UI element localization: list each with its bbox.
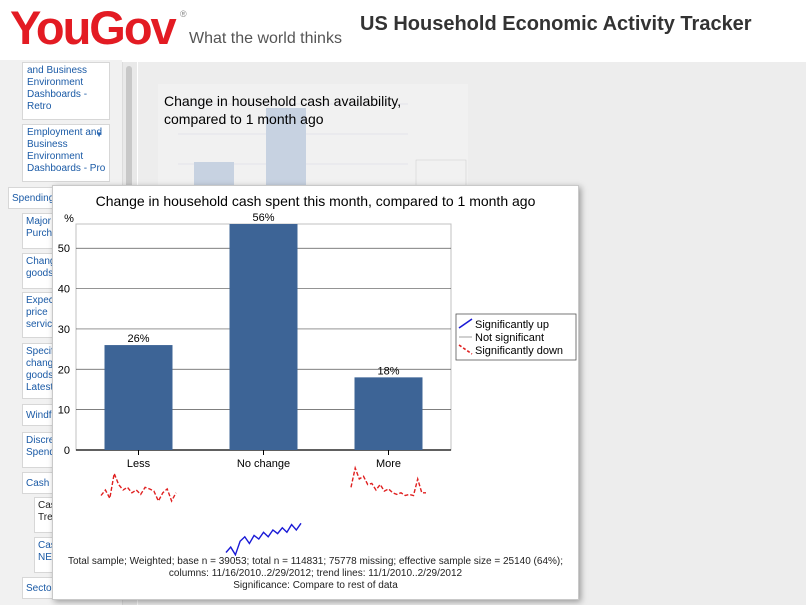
sidebar-item-label: Major Purch (26, 216, 53, 239)
y-axis-label: % (64, 213, 74, 225)
chart-title: Change in household cash spent this mont… (95, 193, 536, 209)
x-tick-label: More (376, 458, 401, 470)
legend-swatch (458, 344, 473, 355)
bar-value-label: 18% (377, 365, 399, 377)
chevron-down-icon[interactable]: ▼ (95, 130, 103, 139)
bar-no-change (229, 224, 298, 450)
y-tick-label: 10 (58, 405, 70, 417)
y-tick-label: 0 (64, 445, 70, 457)
sidebar-item-label: and Business Environment Dashboards - Re… (27, 65, 88, 112)
y-tick-label: 40 (58, 284, 70, 296)
y-tick-label: 20 (58, 364, 70, 376)
registered-mark: ® (180, 9, 187, 19)
footnote-line: Total sample; Weighted; base n = 39053; … (67, 556, 564, 567)
bar-chart: 0 10 20 30 40 50% 26% Less 56% No change 18% More Si… (58, 212, 577, 556)
legend-swatch (458, 318, 473, 329)
sidebar-item-label: Windf (26, 410, 52, 421)
sidebar-item-label: Discre Spend (26, 435, 55, 458)
bar-value-label: 56% (252, 212, 274, 224)
sidebar-item-label: Cas Tre (38, 500, 56, 523)
footnote-line: Significance: Compare to rest of data (233, 580, 398, 591)
sidebar-item-dashboards-retro[interactable]: and Business Environment Dashboards - Re… (22, 62, 110, 120)
background-chart-title: Change in household cash availability, c… (164, 93, 402, 127)
header: YouGov ® What the world thinks US Househ… (0, 0, 806, 60)
legend-box (455, 313, 577, 361)
bar-more (354, 377, 423, 450)
sidebar-item-label: Chang goods (26, 256, 56, 279)
sidebar-item-label: Employment and Business Environment Dash… (27, 127, 106, 174)
background-chart[interactable] (158, 84, 468, 194)
x-tick-label: Less (127, 458, 151, 470)
chart-footnote: Total sample; Weighted; base n = 39053; … (53, 556, 578, 592)
legend-label: Significantly down (475, 345, 563, 357)
trend-line-less (100, 470, 177, 503)
sidebar-item-dashboards-pro[interactable]: Employment and Business Environment Dash… (22, 124, 110, 182)
legend-label: Significantly up (475, 319, 549, 331)
x-tick-label: No change (237, 458, 290, 470)
trend-line-more (350, 465, 426, 497)
yougov-logo[interactable]: YouGov (10, 1, 177, 54)
y-tick-label: 50 (58, 243, 70, 255)
sidebar-nav: and Business Environment Dashboards - Re… (0, 60, 122, 605)
trend-line-no-change (225, 522, 302, 556)
bar-less (104, 345, 173, 450)
y-tick-label: 30 (58, 324, 70, 336)
sidebar-item-label: Spending (12, 193, 55, 204)
bar-value-label: 26% (127, 333, 149, 345)
footnote-line: columns: 11/16/2010..2/29/2012; trend li… (168, 568, 463, 579)
chart-popup[interactable]: Change in household cash spent this mont… (52, 185, 579, 600)
app-title: US Household Economic Activity Tracker (360, 13, 752, 35)
sidebar-item-label: Secto (26, 583, 52, 594)
sidebar-item-label: Specif chang goods Latest (26, 346, 54, 393)
sidebar-item-label: Cas NE (38, 540, 56, 563)
sidebar-item-label: Expec price servic (26, 295, 54, 330)
sidebar-item-label: Cash a (26, 478, 58, 489)
legend-label: Not significant (475, 332, 544, 344)
logo-tagline: What the world thinks (189, 30, 342, 47)
